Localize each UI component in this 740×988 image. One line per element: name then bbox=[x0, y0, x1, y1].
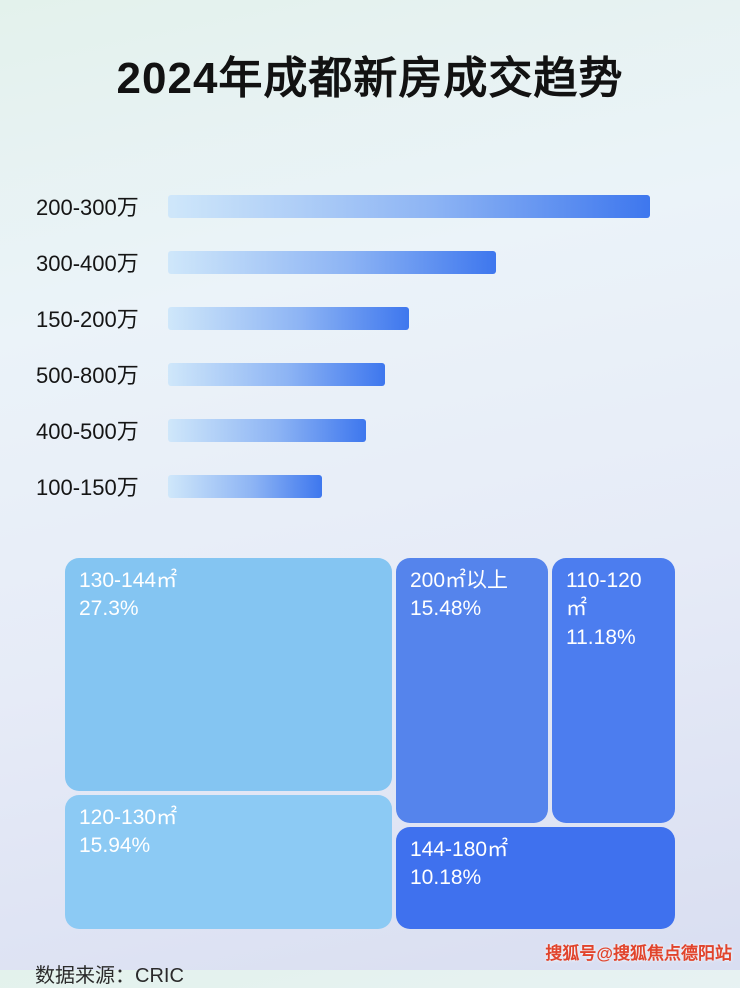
treemap-block: 144-180㎡ 10.18% bbox=[396, 827, 675, 929]
treemap-label: 120-130㎡ bbox=[79, 806, 178, 829]
bar-label: 500-800万 bbox=[36, 363, 139, 388]
treemap-block: 130-144㎡ 27.3% bbox=[65, 558, 392, 791]
treemap-block: 120-130㎡ 15.94% bbox=[65, 795, 392, 929]
bar-track bbox=[168, 306, 660, 330]
treemap-percent: 11.18% bbox=[566, 625, 636, 649]
treemap-label: 200㎡以上 bbox=[410, 569, 509, 592]
bar-label: 200-300万 bbox=[36, 195, 139, 220]
treemap-label: 130-144㎡ bbox=[79, 569, 178, 592]
bar bbox=[168, 362, 385, 386]
treemap-percent: 10.18% bbox=[410, 866, 482, 890]
bar-track bbox=[168, 418, 660, 442]
treemap-block: 200㎡以上 15.48% bbox=[396, 558, 548, 823]
bar-label: 150-200万 bbox=[36, 307, 139, 332]
bar-track bbox=[168, 194, 660, 218]
bar-track bbox=[168, 474, 660, 498]
treemap-percent: 15.48% bbox=[410, 597, 482, 621]
bar bbox=[168, 418, 366, 442]
bar-track bbox=[168, 250, 660, 274]
bar-row: 300-400万 bbox=[36, 246, 660, 278]
bar bbox=[168, 250, 496, 274]
bar-track bbox=[168, 362, 660, 386]
bar-label: 400-500万 bbox=[36, 419, 139, 444]
treemap-chart: 130-144㎡ 27.3% 120-130㎡ 15.94% 200㎡以上 15… bbox=[65, 558, 675, 929]
treemap-label: 110-120㎡ bbox=[566, 569, 642, 621]
bar-label: 100-150万 bbox=[36, 475, 139, 500]
watermark: 搜狐号@搜狐焦点德阳站 bbox=[545, 944, 732, 963]
bar-row: 100-150万 bbox=[36, 470, 660, 502]
bar-row: 150-200万 bbox=[36, 302, 660, 334]
bar bbox=[168, 194, 651, 218]
bar-row: 400-500万 bbox=[36, 414, 660, 446]
bar-row: 200-300万 bbox=[36, 190, 660, 222]
treemap-block: 110-120㎡ 11.18% bbox=[552, 558, 675, 823]
bar-label: 300-400万 bbox=[36, 251, 139, 276]
treemap-label: 144-180㎡ bbox=[410, 838, 509, 861]
bar bbox=[168, 474, 323, 498]
bar-chart: 200-300万 300-400万 150-200万 500-800万 400-… bbox=[0, 190, 740, 502]
page-title: 2024年成都新房成交趋势 bbox=[116, 54, 624, 103]
treemap-percent: 27.3% bbox=[79, 597, 139, 621]
bar-row: 500-800万 bbox=[36, 358, 660, 390]
bar bbox=[168, 306, 410, 330]
treemap-percent: 15.94% bbox=[79, 834, 151, 858]
